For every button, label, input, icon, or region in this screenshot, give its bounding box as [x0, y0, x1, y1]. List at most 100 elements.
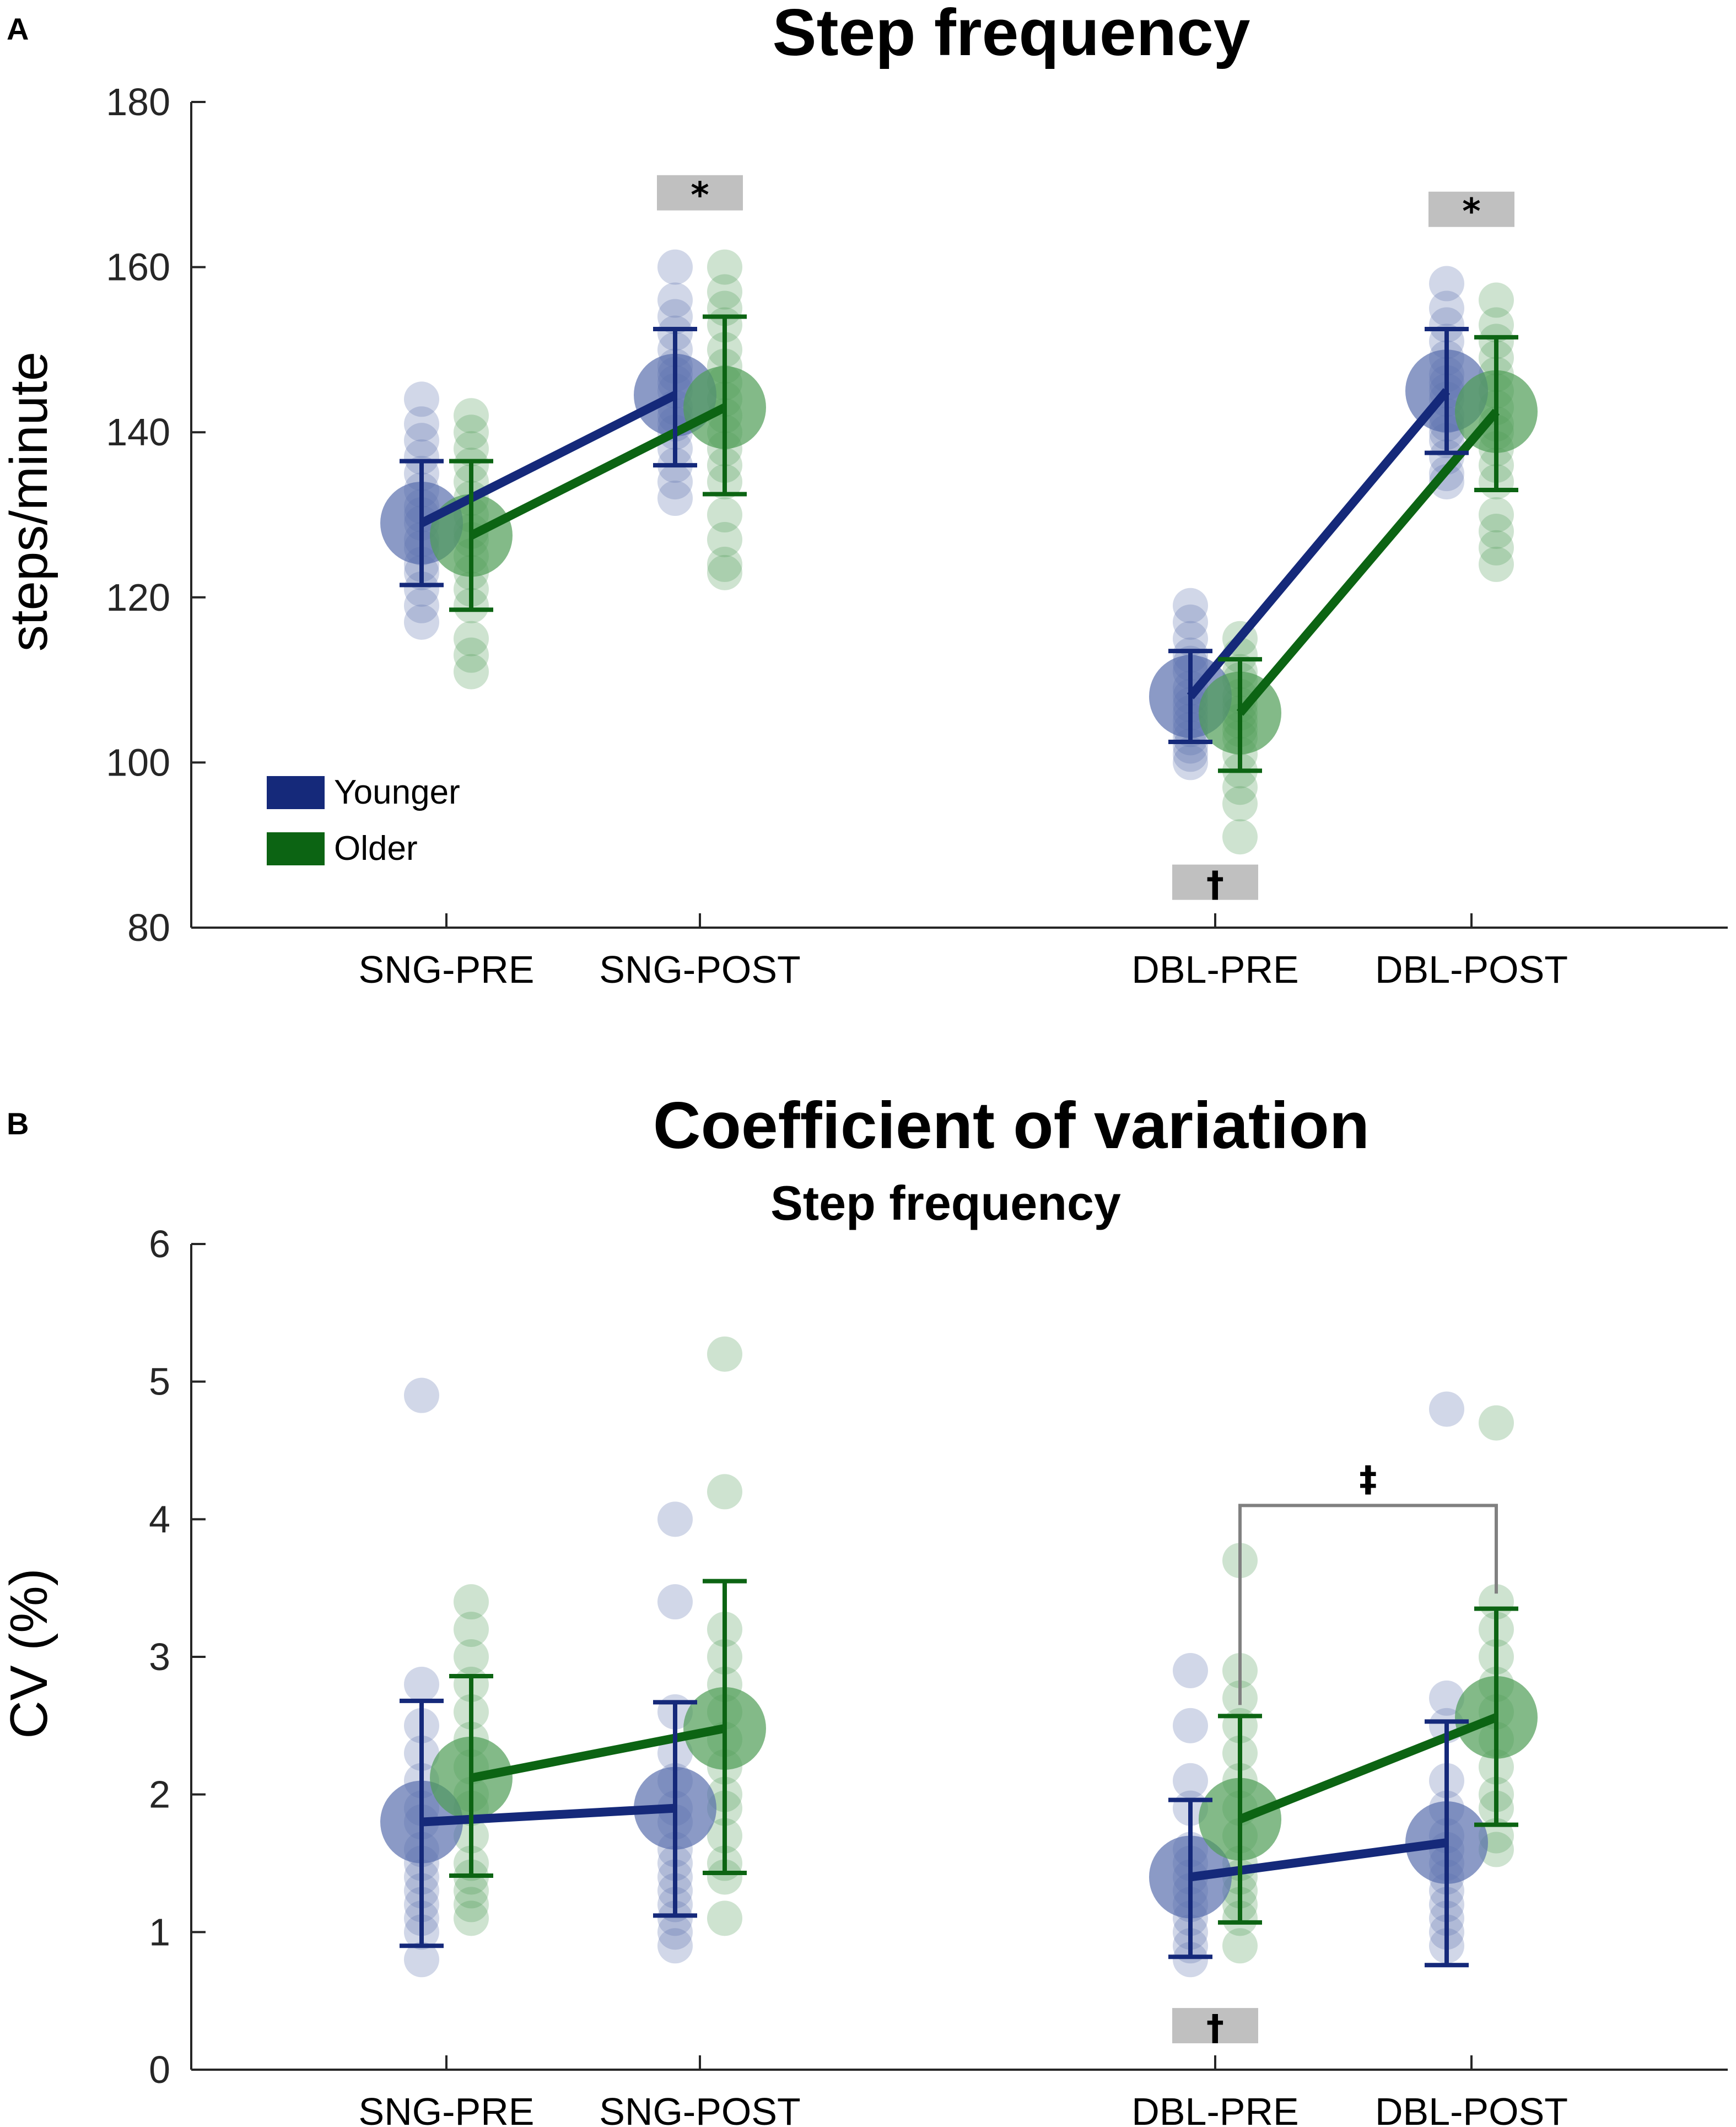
younger-mean-line	[1187, 388, 1451, 699]
older-mean-line	[1236, 408, 1500, 716]
older-data-point	[454, 398, 489, 434]
younger-data-point	[404, 1377, 439, 1413]
older-data-point	[707, 521, 742, 557]
y-tick-label: 120	[106, 576, 170, 619]
younger-data-point	[1429, 307, 1464, 343]
panel-a-mean-lines	[419, 388, 1500, 716]
younger-mean-line	[1189, 1838, 1448, 1882]
younger-data-point	[1173, 604, 1208, 640]
younger-data-point	[1173, 1708, 1208, 1743]
panel-b-mean-lines	[421, 1713, 1498, 1882]
panel-a-points	[404, 249, 1514, 855]
panel-a-means	[380, 349, 1538, 755]
younger-data-point	[404, 406, 439, 442]
significance-marker: *	[1462, 192, 1480, 233]
panel-b-y-ticks: 0 1 2 3 4 5 6	[149, 1223, 206, 2091]
younger-data-point	[1429, 266, 1464, 301]
younger-data-point	[404, 604, 439, 640]
older-data-point	[454, 1873, 489, 1909]
older-data-point	[1222, 769, 1258, 805]
panel-b-subtitle: Step frequency	[770, 1176, 1121, 1230]
older-data-point	[454, 1900, 489, 1936]
older-data-point	[1479, 513, 1514, 549]
younger-data-point	[1429, 1680, 1464, 1716]
older-data-point	[1479, 1405, 1514, 1441]
significance-box	[1172, 2008, 1258, 2044]
legend-swatch-older	[267, 832, 325, 865]
y-tick-label: 160	[106, 246, 170, 289]
older-data-point	[707, 1900, 742, 1936]
older-mean-line	[470, 1724, 726, 1783]
older-data-point	[707, 1859, 742, 1895]
panel-b-y-axis-label: CV (%)	[0, 1568, 58, 1738]
panel-b-annotations: †‡	[1172, 1459, 1498, 2049]
younger-data-point	[1173, 1763, 1208, 1798]
younger-data-point	[657, 1501, 693, 1537]
older-mean-line	[1238, 1713, 1498, 1824]
x-tick-label: DBL-POST	[1375, 948, 1568, 991]
panel-a-step-frequency: A Step frequency steps/minute 80 100 120 14…	[0, 0, 1728, 991]
younger-data-point	[1429, 464, 1464, 500]
significance-bracket	[1238, 1504, 1498, 1705]
younger-data-point	[404, 588, 439, 623]
panel-b-coefficient-of-variation: B Coefficient of variation Step frequenc…	[0, 1089, 1728, 2127]
significance-marker: †	[1206, 2008, 1224, 2049]
older-mean-line	[469, 403, 727, 540]
panel-a-x-ticks: SNG-PRE SNG-POST DBL-PRE DBL-POST	[359, 913, 1568, 991]
older-data-point	[454, 431, 489, 467]
y-tick-label: 1	[149, 1910, 170, 1953]
older-data-point	[707, 1336, 742, 1372]
younger-data-point	[1173, 745, 1208, 780]
significance-box	[657, 175, 743, 211]
older-data-point	[454, 621, 489, 656]
younger-data-point	[657, 249, 693, 285]
panel-a-error-bars	[400, 314, 1518, 773]
older-data-point	[454, 654, 489, 690]
x-tick-label: SNG-POST	[599, 948, 801, 991]
panel-b-means	[380, 1676, 1538, 1919]
y-tick-label: 180	[106, 80, 170, 123]
panel-b-points	[404, 1336, 1514, 1978]
x-tick-label: SNG-POST	[599, 2090, 801, 2127]
older-data-point	[707, 274, 742, 310]
older-data-point	[454, 637, 489, 673]
panel-letter-b: B	[7, 1106, 29, 1141]
x-tick-label: SNG-PRE	[359, 948, 535, 991]
older-data-point	[1479, 497, 1514, 532]
x-tick-label: SNG-PRE	[359, 2090, 535, 2127]
younger-data-point	[1173, 1652, 1208, 1688]
younger-data-point	[657, 1928, 693, 1964]
significance-marker: *	[691, 175, 709, 216]
legend: Younger Older	[267, 773, 460, 868]
younger-data-point	[404, 423, 439, 459]
y-tick-label: 2	[149, 1773, 170, 1816]
panel-a-annotations: * * †	[657, 175, 1514, 906]
older-data-point	[454, 1612, 489, 1647]
older-data-point	[1222, 819, 1258, 855]
younger-data-point	[657, 1584, 693, 1620]
younger-data-point	[657, 481, 693, 516]
x-tick-label: DBL-PRE	[1131, 948, 1298, 991]
younger-data-point	[404, 571, 439, 607]
older-data-point	[1479, 546, 1514, 582]
legend-label-younger: Younger	[334, 773, 460, 811]
y-tick-label: 100	[106, 741, 170, 784]
younger-data-point	[1173, 588, 1208, 623]
legend-label-older: Older	[334, 830, 418, 868]
younger-data-point	[657, 464, 693, 500]
x-tick-label: DBL-PRE	[1131, 2090, 1298, 2127]
older-data-point	[454, 414, 489, 450]
panel-a-y-axis-label: steps/minute	[0, 352, 58, 651]
older-data-point	[707, 1474, 742, 1510]
older-data-point	[707, 554, 742, 590]
older-data-point	[454, 1639, 489, 1674]
younger-data-point	[404, 1666, 439, 1702]
younger-data-point	[657, 1900, 693, 1936]
older-data-point	[1222, 786, 1258, 822]
younger-data-point	[1173, 1942, 1208, 1978]
panel-b-error-bars	[400, 1579, 1518, 1968]
younger-data-point	[1173, 621, 1208, 656]
younger-data-point	[657, 1914, 693, 1950]
younger-data-point	[1429, 290, 1464, 326]
